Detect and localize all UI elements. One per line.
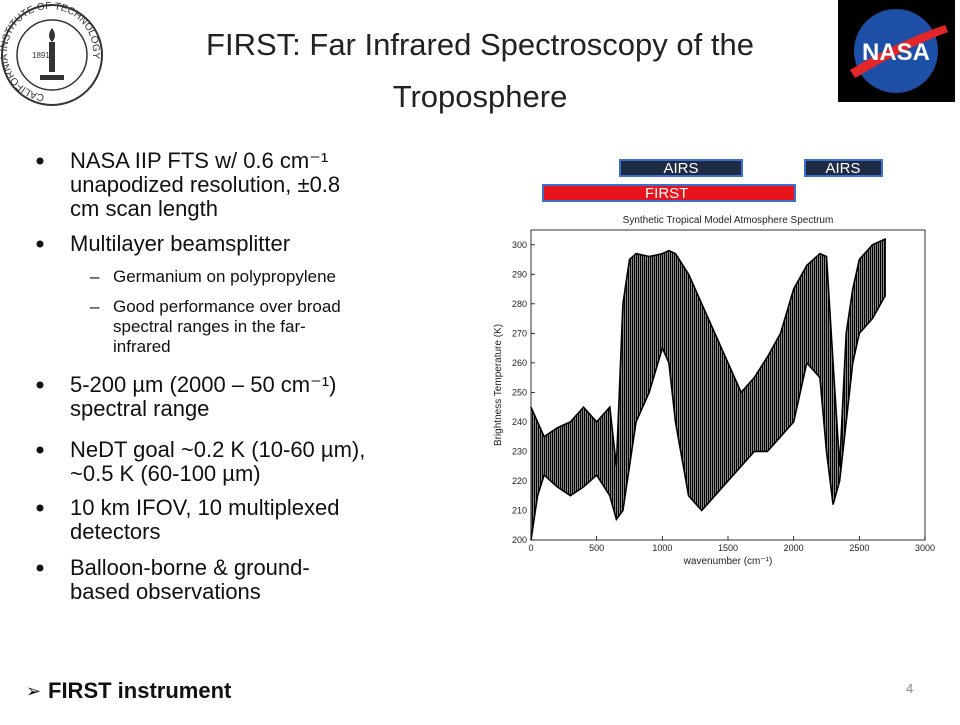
sub-bullet-text: Germanium on polypropylene bbox=[113, 267, 336, 286]
x-tick-label: 500 bbox=[589, 543, 604, 553]
bullet-dot bbox=[36, 504, 44, 512]
slide-title: FIRST: Far Infrared Spectroscopy of the bbox=[206, 27, 754, 62]
y-tick-label: 220 bbox=[512, 476, 527, 486]
nasa-logo: NASA bbox=[838, 0, 955, 102]
bullet-text: unapodized resolution, ±0.8 bbox=[70, 172, 340, 197]
y-tick-label: 280 bbox=[512, 299, 527, 309]
bullet-text: Balloon-borne & ground- bbox=[70, 555, 310, 580]
y-tick-label: 240 bbox=[512, 417, 527, 427]
y-tick-label: 300 bbox=[512, 240, 527, 250]
bullet-text: 5-200 µm (2000 – 50 cm⁻¹) bbox=[70, 372, 336, 397]
range-bar bbox=[804, 159, 883, 177]
page-number: 4 bbox=[906, 681, 913, 696]
y-tick-label: 210 bbox=[512, 505, 527, 515]
bullet-dot bbox=[36, 381, 44, 389]
y-tick-label: 260 bbox=[512, 358, 527, 368]
range-bar bbox=[542, 184, 796, 202]
bullet-text: based observations bbox=[70, 579, 261, 604]
spectrum-min bbox=[530, 294, 887, 541]
spectrum-max bbox=[530, 238, 886, 467]
y-tick-label: 200 bbox=[512, 535, 527, 545]
sub-dash: – bbox=[90, 297, 100, 316]
x-tick-label: 3000 bbox=[915, 543, 935, 553]
x-axis-label: wavenumber (cm⁻¹) bbox=[683, 556, 773, 567]
sub-bullet-text: Good performance over broad bbox=[113, 297, 341, 316]
bullet-dot bbox=[36, 564, 44, 572]
x-tick-label: 0 bbox=[528, 543, 533, 553]
chart-title: Synthetic Tropical Model Atmosphere Spec… bbox=[623, 215, 834, 226]
bullet-text: ~0.5 K (60-100 µm) bbox=[70, 461, 261, 486]
y-axis-label: Brightness Temperature (K) bbox=[493, 324, 504, 446]
bullet-text: NeDT goal ~0.2 K (10-60 µm), bbox=[70, 437, 365, 462]
y-tick-label: 250 bbox=[512, 387, 527, 397]
chart: AIRS AIRS FIRST Synthetic Tropical Model At… bbox=[493, 159, 935, 567]
logo-year: 1891 bbox=[32, 51, 50, 60]
bullet-dot bbox=[36, 446, 44, 454]
bullet-text: Multilayer beamsplitter bbox=[70, 231, 290, 256]
sub-bullet-text: spectral ranges in the far- bbox=[113, 317, 306, 336]
x-tick-label: 1500 bbox=[718, 543, 738, 553]
y-tick-label: 230 bbox=[512, 446, 527, 456]
x-tick-label: 2500 bbox=[849, 543, 869, 553]
bullet-text: detectors bbox=[70, 519, 161, 544]
y-tick-label: 290 bbox=[512, 269, 527, 279]
x-tick-label: 1000 bbox=[652, 543, 672, 553]
bullet-text: spectral range bbox=[70, 396, 209, 421]
range-bar-label: AIRS bbox=[663, 160, 698, 177]
range-bar-label: AIRS bbox=[825, 160, 860, 177]
sub-bullet-text: infrared bbox=[113, 337, 171, 356]
bullet-dot bbox=[36, 157, 44, 165]
caltech-logo: CALIFORNIA INSTITUTE OF TECHNOLOGY 1891 bbox=[0, 1, 103, 106]
bullet-dot bbox=[36, 240, 44, 248]
bullet-text: NASA IIP FTS w/ 0.6 cm⁻¹ bbox=[70, 148, 328, 173]
x-tick-label: 2000 bbox=[784, 543, 804, 553]
slide-title: Troposphere bbox=[393, 79, 568, 114]
range-bar-label: FIRST bbox=[645, 185, 688, 202]
torch bbox=[40, 28, 64, 80]
arrow-marker: ➢ bbox=[26, 681, 41, 701]
range-bar bbox=[619, 159, 743, 177]
y-tick-label: 270 bbox=[512, 328, 527, 338]
nasa-logo-text: NASA bbox=[862, 39, 930, 66]
sub-dash: – bbox=[90, 267, 100, 286]
footer-link[interactable]: FIRST instrument bbox=[48, 678, 232, 703]
bullet-text: 10 km IFOV, 10 multiplexed bbox=[70, 495, 339, 520]
bullet-text: cm scan length bbox=[70, 196, 218, 221]
